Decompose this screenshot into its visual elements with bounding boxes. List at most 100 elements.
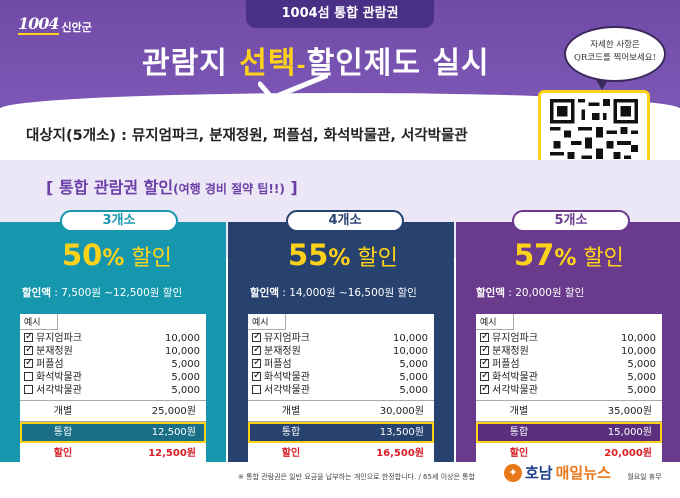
- plan-3-percent: 50% 할인: [62, 238, 172, 272]
- discount-row: 할인 20,000원: [476, 443, 662, 465]
- combined-row-value: 13,500원: [379, 427, 424, 438]
- pct-value: 50: [62, 238, 103, 272]
- discount-row-label: 할인: [509, 448, 529, 459]
- site-row: 서각박물관 5,000: [20, 384, 206, 397]
- site-label: 서각박물관: [252, 384, 310, 397]
- individual-row: 개별 35,000원: [476, 401, 662, 422]
- tip-title: [ 통합 관람권 할인(여행 경비 절약 팁!!) ]: [46, 174, 298, 198]
- pct-symbol: %: [328, 246, 351, 271]
- tip-paren: (여행 경비 절약 팁!!): [173, 182, 285, 196]
- plan-4-pill: 4개소: [286, 210, 404, 232]
- combined-row-value: 15,000원: [607, 427, 652, 438]
- combined-row: 통합 13,500원: [248, 422, 434, 443]
- site-price: 10,000: [165, 346, 200, 357]
- checked-box-icon: [252, 369, 261, 382]
- pct-value: 57: [514, 238, 555, 272]
- amount-label: 할인액: [22, 287, 51, 299]
- combined-row-value: 12,500원: [151, 427, 196, 438]
- logo-name: 신안군: [61, 21, 92, 34]
- site-label: 퍼플섬: [24, 356, 64, 371]
- site-row: 뮤지엄파크 10,000: [20, 330, 206, 345]
- site-list: 뮤지엄파크10,000분재정원10,000퍼플섬5,000화석박물관5,000서…: [476, 330, 662, 401]
- discount-row-value: 16,500원: [376, 448, 424, 459]
- pct-word: 할인: [350, 246, 398, 271]
- site-name: 화석박물관: [36, 372, 82, 383]
- site-name: 퍼플섬: [36, 359, 64, 370]
- checked-box-icon: [480, 369, 489, 382]
- headline-dash: -: [296, 54, 307, 79]
- plan-4-percent: 55% 할인: [288, 238, 398, 272]
- site-row: 뮤지엄파크 10,000: [248, 330, 434, 345]
- empty-box-icon: [24, 385, 33, 394]
- site-label: 뮤지엄파크: [480, 330, 538, 345]
- individual-row-value: 30,000원: [379, 406, 424, 417]
- site-name: 뮤지엄파크: [492, 333, 538, 344]
- combined-row-label: 통합: [281, 427, 301, 438]
- plan-5-table: 예시뮤지엄파크 10,000 분재정원 10,000 퍼플섬 5,000 화석박물관 5,00…: [476, 314, 662, 465]
- combined-row-label: 통합: [53, 427, 73, 438]
- site-price: 10,000: [393, 346, 428, 357]
- individual-row-value: 25,000원: [151, 406, 196, 417]
- site-label: 서각박물관: [24, 384, 82, 397]
- combined-row: 통합 12,500원: [20, 422, 206, 443]
- empty-box-icon: [24, 372, 33, 381]
- pct-word: 할인: [124, 246, 172, 271]
- discount-row: 할인 16,500원: [248, 443, 434, 465]
- site-row: 뮤지엄파크 10,000: [476, 330, 662, 345]
- checked-box-icon: [24, 356, 33, 369]
- individual-row-label: 개별: [281, 406, 301, 417]
- amount-value: : 14,000원 ~16,500원 할인: [278, 287, 417, 299]
- amount-value: : 7,500원 ~12,500원 할인: [50, 287, 183, 299]
- site-name: 분재정원: [492, 346, 529, 357]
- speech-line1: 자세한 사항은: [590, 40, 640, 50]
- tip-end: ]: [284, 178, 298, 197]
- site-price: 5,000: [627, 372, 656, 383]
- site-row: 서각박물관 5,000: [248, 384, 434, 397]
- individual-row-label: 개별: [53, 406, 73, 417]
- discount-row-label: 할인: [53, 448, 73, 459]
- headline: 관람지 선택-할인제도 실시: [142, 38, 490, 82]
- check-mark-icon: [258, 73, 328, 101]
- site-price: 5,000: [171, 359, 200, 370]
- site-row: 퍼플섬 5,000: [20, 356, 206, 371]
- site-row: 화석박물관 5,000: [248, 369, 434, 384]
- speech-line2: QR코드를 찍어보세요!: [573, 53, 657, 63]
- discount-row-value: 20,000원: [604, 448, 652, 459]
- headline-part2: 할인제도 실시: [306, 46, 490, 81]
- site-name: 화석박물관: [264, 372, 310, 383]
- footer-note: ※ 통합 관람권은 일반 요금을 납부하는 개인으로 한정합니다. / 65세 …: [238, 472, 662, 482]
- press-logo-icon: ✦: [504, 463, 522, 482]
- site-name: 퍼플섬: [264, 359, 292, 370]
- checked-box-icon: [480, 330, 489, 343]
- checked-box-icon: [480, 343, 489, 356]
- site-row: 화석박물관 5,000: [20, 371, 206, 384]
- site-label: 화석박물관: [480, 369, 538, 384]
- site-name: 분재정원: [264, 346, 301, 357]
- headline-highlight: 선택: [239, 46, 297, 81]
- site-row: 분재정원 10,000: [20, 343, 206, 358]
- combined-row: 통합 15,000원: [476, 422, 662, 443]
- press-logo-name: 매일뉴스: [555, 464, 611, 482]
- logo-number: 1004: [18, 14, 60, 35]
- site-price: 5,000: [171, 372, 200, 383]
- site-label: 화석박물관: [252, 369, 310, 384]
- site-label: 분재정원: [252, 343, 301, 358]
- site-name: 화석박물관: [492, 372, 538, 383]
- plan-3-pill: 3개소: [60, 210, 178, 232]
- press-logo-ho: 호남: [525, 464, 553, 482]
- tip-main: [ 통합 관람권 할인: [46, 178, 174, 197]
- plan-5-percent: 57% 할인: [514, 238, 624, 272]
- plan-3-amount: 할인액 : 7,500원 ~12,500원 할인: [22, 285, 182, 300]
- plan-4-table: 예시뮤지엄파크 10,000 분재정원 10,000 퍼플섬 5,000 화석박물관 5,00…: [248, 314, 434, 465]
- checked-box-icon: [480, 356, 489, 369]
- site-label: 퍼플섬: [480, 356, 520, 371]
- press-logo: ✦ 호남 매일뉴스: [504, 462, 611, 483]
- amount-label: 할인액: [476, 287, 505, 299]
- target-sites: 대상지(5개소) : 뮤지엄파크, 분재정원, 퍼플섬, 화석박물관, 서각박물…: [26, 128, 468, 144]
- site-price: 10,000: [621, 346, 656, 357]
- site-label: 화석박물관: [24, 371, 82, 384]
- checked-box-icon: [24, 330, 33, 343]
- footer-note-end: 월요일 휴무: [627, 473, 662, 481]
- site-price: 5,000: [399, 359, 428, 370]
